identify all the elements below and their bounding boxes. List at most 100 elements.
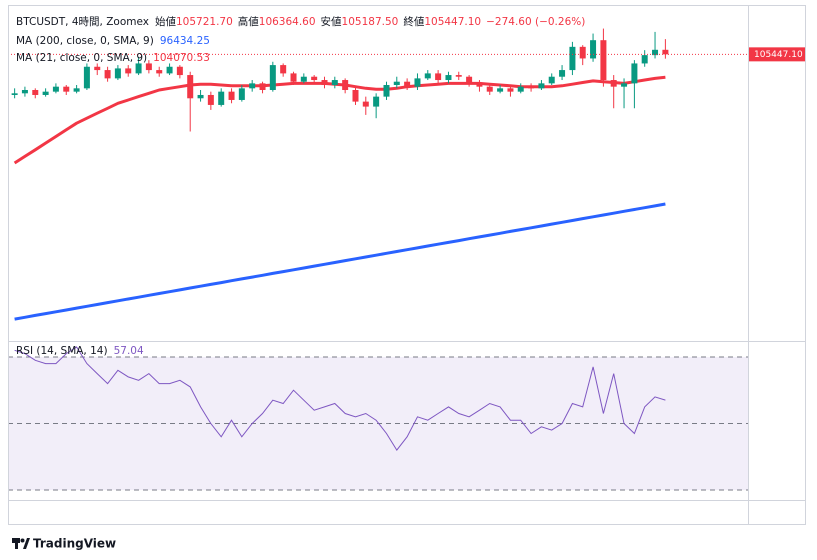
last-price-box — [749, 47, 805, 62]
candle-body — [156, 70, 163, 74]
logo-shape — [20, 538, 25, 543]
candle-body — [42, 91, 49, 95]
candle-body — [259, 83, 266, 90]
candle-body — [238, 88, 245, 100]
candle-body — [579, 46, 586, 59]
candle-body — [52, 86, 59, 92]
candle-body — [187, 75, 194, 99]
candle-body — [11, 93, 18, 95]
ma-legend: MA (21, close, 0, SMA, 9) 104070.53 — [16, 52, 210, 64]
data-layer — [8, 28, 748, 451]
legend-name: MA (21, close, 0, SMA, 9) — [16, 52, 147, 64]
candle-body — [435, 73, 442, 81]
candle-body — [424, 73, 431, 79]
candle-body — [476, 83, 483, 87]
candle-body — [455, 75, 462, 77]
ma-line — [13, 75, 666, 165]
rsi-legend: RSI (14, SMA, 14) 57.04 — [16, 345, 144, 357]
ohlc-label: 始値 — [155, 15, 176, 28]
candle-body — [641, 55, 648, 64]
header-legend: BTCUSDT, 4時間, Zoomex 始値105721.70 高値106364.… — [16, 15, 585, 28]
logo — [12, 538, 30, 549]
candle-body — [373, 96, 380, 107]
ohlc-value: 105721.70 — [176, 16, 233, 28]
legend-name: RSI (14, SMA, 14) — [16, 345, 108, 357]
candle-body — [32, 89, 39, 95]
candle-body — [497, 88, 504, 92]
candle-body — [621, 83, 628, 87]
ohlc-value: 106364.60 — [259, 16, 316, 28]
ma-legend: MA (200, close, 0, SMA, 9) 96434.25 — [16, 35, 210, 47]
legend-value: 57.04 — [114, 345, 144, 357]
candle-body — [321, 80, 328, 86]
axis-layer: 105447.10 — [749, 47, 805, 62]
candle-body — [94, 66, 101, 71]
candle-body — [207, 94, 214, 105]
symbol: BTCUSDT, 4時間, Zoomex — [16, 16, 149, 28]
logo-shape — [23, 538, 30, 549]
candle-body — [352, 89, 359, 102]
candle-body — [311, 76, 318, 81]
candle-body — [559, 70, 566, 77]
candle-body — [414, 78, 421, 87]
legend-name: MA (200, close, 0, SMA, 9) — [16, 35, 154, 47]
candle-body — [135, 63, 142, 74]
brand: TradingView — [33, 537, 116, 551]
candle-body — [507, 88, 514, 92]
candle-body — [600, 40, 607, 81]
ohlc-value: 105447.10 — [424, 16, 481, 28]
change: −274.60 (−0.26%) — [486, 16, 585, 28]
candle-body — [290, 73, 297, 82]
ohlc-label: 終値 — [403, 15, 424, 28]
candle-body — [383, 85, 390, 97]
candle-body — [590, 40, 597, 59]
candle-body — [528, 86, 535, 89]
candle-body — [114, 68, 121, 79]
candle-body — [445, 75, 452, 81]
rsi-line — [14, 346, 666, 451]
candle-body — [197, 94, 204, 99]
candle-body — [145, 63, 152, 71]
candle-body — [228, 91, 235, 100]
candle-body — [104, 70, 111, 79]
candle-body — [83, 66, 90, 89]
logo-shape — [15, 538, 18, 549]
ohlc-label: 高値 — [238, 15, 259, 28]
candle-body — [538, 83, 545, 89]
candle-body — [249, 83, 256, 89]
candle-body — [166, 66, 173, 74]
candle-body — [342, 80, 349, 90]
candle-body — [218, 91, 225, 105]
candle-body — [269, 65, 276, 90]
candle-body — [393, 81, 400, 86]
candle-body — [652, 49, 659, 56]
candle-body — [610, 80, 617, 87]
ma-line — [14, 202, 666, 321]
candle-body — [176, 66, 183, 76]
candle-body — [548, 76, 555, 84]
candle-body — [404, 81, 411, 87]
candle-body — [63, 86, 70, 92]
candle-body — [300, 76, 307, 82]
ohlc-value: 105187.50 — [342, 16, 399, 28]
last-price-label: 105447.10 — [754, 50, 803, 60]
candle-body — [662, 49, 669, 55]
candle-body — [73, 88, 80, 92]
frame — [8, 5, 806, 525]
legend-value: 96434.25 — [160, 35, 210, 47]
candle-body — [362, 101, 369, 107]
candle-body — [21, 89, 28, 94]
grid-layer — [8, 356, 748, 491]
legend-value: 104070.53 — [153, 52, 210, 64]
candle-body — [517, 86, 524, 92]
candle-body — [569, 46, 576, 71]
candle-body — [331, 80, 338, 86]
ohlc-label: 安値 — [321, 15, 342, 28]
candle-body — [466, 76, 473, 84]
candle-body — [631, 63, 638, 84]
candle-body — [486, 86, 493, 92]
candle-body — [280, 65, 287, 74]
candle-body — [125, 68, 132, 74]
